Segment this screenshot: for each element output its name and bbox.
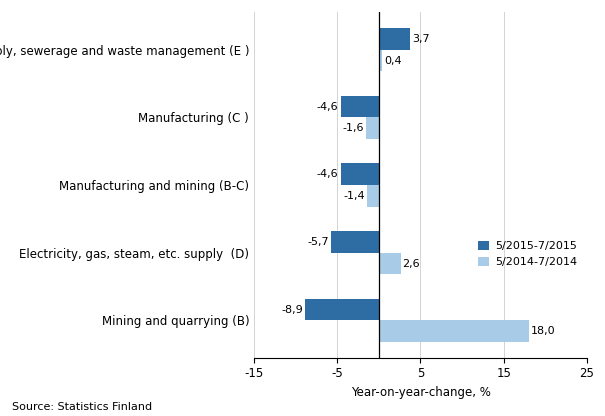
Bar: [379, 50, 382, 72]
Bar: [341, 96, 379, 117]
Bar: [332, 231, 379, 253]
Text: 3,7: 3,7: [412, 34, 430, 44]
Bar: [341, 163, 379, 185]
Bar: [365, 117, 379, 139]
Bar: [379, 320, 529, 342]
Text: -4,6: -4,6: [317, 169, 339, 179]
Text: 0,4: 0,4: [384, 56, 402, 66]
Text: Source: Statistics Finland: Source: Statistics Finland: [12, 402, 152, 412]
Bar: [379, 28, 410, 50]
Bar: [379, 253, 401, 275]
Text: 18,0: 18,0: [531, 326, 555, 336]
Legend: 5/2015-7/2015, 5/2014-7/2014: 5/2015-7/2015, 5/2014-7/2014: [474, 237, 581, 272]
Text: -4,6: -4,6: [317, 102, 339, 111]
Text: -5,7: -5,7: [308, 237, 329, 247]
Text: -8,9: -8,9: [281, 305, 302, 314]
Text: -1,4: -1,4: [344, 191, 365, 201]
Text: -1,6: -1,6: [342, 123, 364, 133]
Bar: [367, 185, 379, 207]
Text: 2,6: 2,6: [402, 259, 420, 269]
X-axis label: Year-on-year-change, %: Year-on-year-change, %: [350, 386, 491, 399]
Bar: [305, 299, 379, 320]
